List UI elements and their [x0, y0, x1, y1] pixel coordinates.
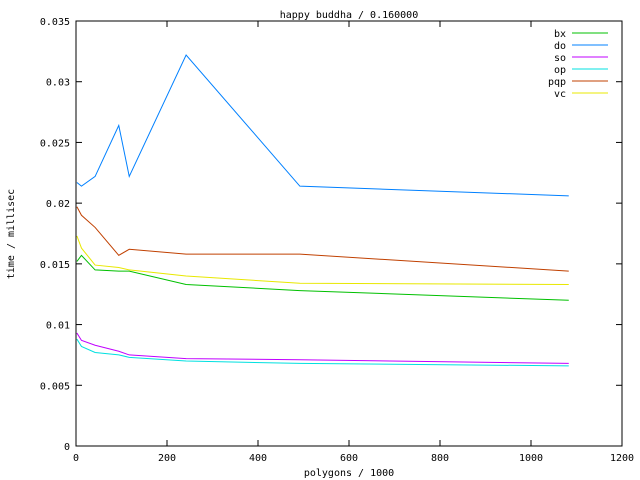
y-tick-label: 0.02: [46, 199, 70, 210]
series-line-do: [76, 54, 569, 197]
legend-label-pqp: pqp: [548, 77, 566, 88]
y-tick-label: 0.025: [40, 138, 70, 149]
series-line-pqp: [76, 206, 569, 272]
legend-label-bx: bx: [554, 29, 566, 40]
x-tick-label: 600: [340, 453, 358, 464]
y-tick-label: 0.01: [46, 321, 70, 332]
x-axis-label: polygons / 1000: [304, 468, 394, 479]
legend-label-so: so: [554, 53, 566, 64]
series-line-vc: [76, 235, 569, 285]
legend-label-do: do: [554, 41, 566, 52]
legend-label-vc: vc: [554, 89, 566, 100]
y-tick-label: 0.03: [46, 78, 70, 89]
x-tick-label: 200: [158, 453, 176, 464]
x-tick-label: 800: [431, 453, 449, 464]
chart-title: happy buddha / 0.160000: [280, 10, 418, 21]
y-axis-label: time / millisec: [6, 189, 17, 279]
series-line-so: [76, 332, 569, 364]
series-line-op: [76, 338, 569, 367]
x-tick-label: 1200: [610, 453, 634, 464]
y-tick-label: 0: [64, 442, 70, 453]
x-tick-label: 400: [249, 453, 267, 464]
x-tick-label: 1000: [519, 453, 543, 464]
y-tick-label: 0.005: [40, 381, 70, 392]
y-tick-label: 0.015: [40, 260, 70, 271]
series-line-bx: [76, 254, 569, 301]
y-tick-label: 0.035: [40, 17, 70, 28]
legend-label-op: op: [554, 65, 566, 76]
x-tick-label: 0: [73, 453, 79, 464]
plot-frame: [75, 20, 623, 447]
